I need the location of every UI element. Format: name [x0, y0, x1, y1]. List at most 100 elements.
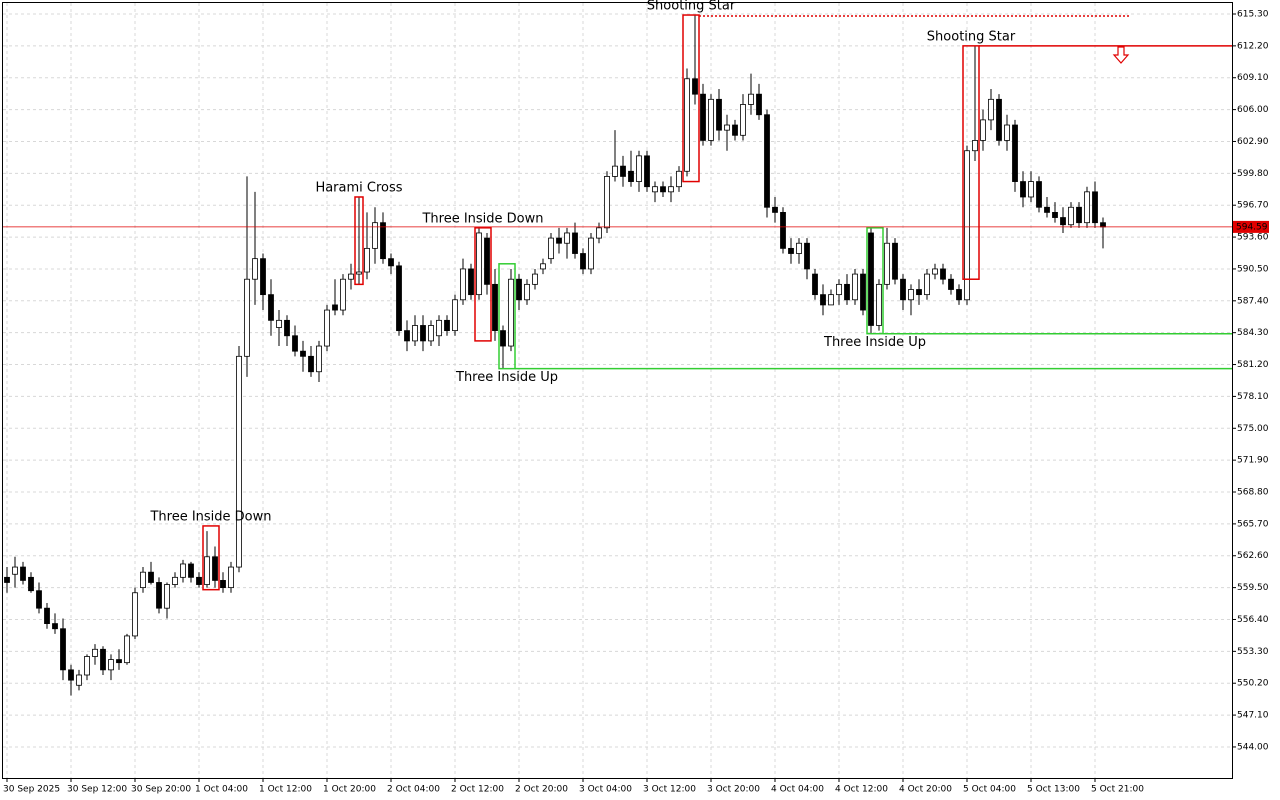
bull-body — [84, 656, 90, 676]
bull-body — [228, 566, 234, 589]
pattern-box — [682, 14, 700, 183]
bull-body — [436, 319, 442, 337]
bull-body — [316, 345, 322, 373]
bear-body — [860, 273, 866, 311]
y-tick-label: 609.10 — [1237, 73, 1269, 83]
bull-body — [796, 242, 802, 254]
y-tick-label: 590.50 — [1237, 264, 1269, 274]
bull-body — [908, 289, 914, 301]
y-tick-label: 602.90 — [1237, 137, 1269, 147]
bear-body — [572, 232, 578, 254]
bear-body — [308, 355, 314, 373]
bull-body — [924, 273, 930, 296]
y-tick-label: 553.30 — [1237, 647, 1269, 657]
bear-body — [116, 659, 122, 664]
bear-body — [820, 294, 826, 306]
bear-body — [580, 253, 586, 270]
bear-body — [292, 335, 298, 352]
bull-body — [108, 659, 114, 671]
bull-body — [356, 271, 362, 275]
bear-body — [444, 319, 450, 332]
bear-body — [692, 78, 698, 95]
bear-body — [772, 206, 778, 213]
bear-body — [788, 247, 794, 254]
bear-body — [268, 294, 274, 321]
bull-body — [532, 273, 538, 285]
bull-body — [172, 576, 178, 585]
bull-body — [180, 563, 186, 578]
bear-body — [716, 98, 722, 131]
y-tick-label: 596.70 — [1237, 201, 1269, 211]
bull-body — [636, 155, 642, 182]
bear-body — [44, 607, 50, 624]
y-tick-label: 547.10 — [1237, 711, 1269, 721]
y-tick-label: 565.70 — [1237, 519, 1269, 529]
bear-body — [892, 242, 898, 280]
bear-body — [60, 628, 66, 671]
bear-body — [404, 330, 410, 342]
bull-body — [668, 186, 674, 193]
bear-body — [1044, 206, 1050, 213]
bear-body — [380, 222, 386, 260]
bull-body — [588, 237, 594, 270]
bear-body — [1076, 206, 1082, 224]
bull-body — [852, 273, 858, 301]
x-tick-label: 30 Sep 2025 — [3, 785, 60, 795]
bear-body — [1012, 124, 1018, 182]
bear-body — [620, 165, 626, 177]
bull-body — [748, 93, 754, 105]
bull-body — [524, 283, 530, 301]
bear-body — [812, 273, 818, 296]
y-tick-label: 599.80 — [1237, 169, 1269, 179]
x-tick-label: 5 Oct 21:00 — [1091, 785, 1144, 795]
x-tick-label: 2 Oct 20:00 — [515, 785, 568, 795]
bear-body — [500, 330, 506, 347]
bull-body — [684, 78, 690, 172]
bear-body — [100, 648, 106, 671]
bull-body — [884, 242, 890, 285]
pattern-box — [354, 196, 364, 286]
bull-body — [372, 222, 378, 249]
bull-body — [364, 247, 370, 273]
y-tick-label: 612.20 — [1237, 41, 1269, 51]
bull-body — [204, 556, 210, 585]
bear-body — [628, 170, 634, 182]
pattern-box — [474, 227, 492, 342]
pattern-label: Three Inside Down — [421, 211, 543, 226]
bull-body — [964, 150, 970, 301]
pattern-label: Shooting Star — [927, 29, 1016, 44]
bull-body — [876, 283, 882, 326]
y-tick-label: 606.00 — [1237, 105, 1269, 115]
bull-body — [652, 186, 658, 193]
y-tick-label: 544.00 — [1237, 742, 1269, 752]
bear-body — [1020, 181, 1026, 198]
bear-body — [916, 289, 922, 296]
bull-body — [708, 98, 714, 141]
x-tick-label: 30 Sep 20:00 — [131, 785, 191, 795]
bear-body — [300, 350, 306, 357]
bull-body — [612, 165, 618, 177]
bear-body — [1092, 191, 1098, 224]
bull-body — [508, 278, 514, 347]
bull-body — [988, 98, 994, 121]
bull-body — [236, 355, 242, 568]
bear-body — [1052, 212, 1058, 218]
x-tick-label: 2 Oct 12:00 — [451, 785, 504, 795]
bull-body — [604, 176, 610, 229]
y-tick-label: 559.50 — [1237, 583, 1269, 593]
pattern-box — [202, 525, 220, 591]
y-tick-label: 575.00 — [1237, 424, 1269, 434]
bear-body — [156, 582, 162, 609]
bear-body — [1100, 222, 1106, 228]
bear-body — [20, 566, 26, 581]
bull-body — [724, 124, 730, 131]
x-tick-label: 4 Oct 04:00 — [771, 785, 824, 795]
bear-body — [212, 556, 218, 581]
pattern-box — [498, 263, 516, 370]
pattern-label: Three Inside Up — [823, 335, 926, 350]
bear-body — [660, 186, 666, 193]
bear-body — [332, 304, 338, 311]
bear-body — [996, 98, 1002, 141]
bull-body — [564, 232, 570, 244]
